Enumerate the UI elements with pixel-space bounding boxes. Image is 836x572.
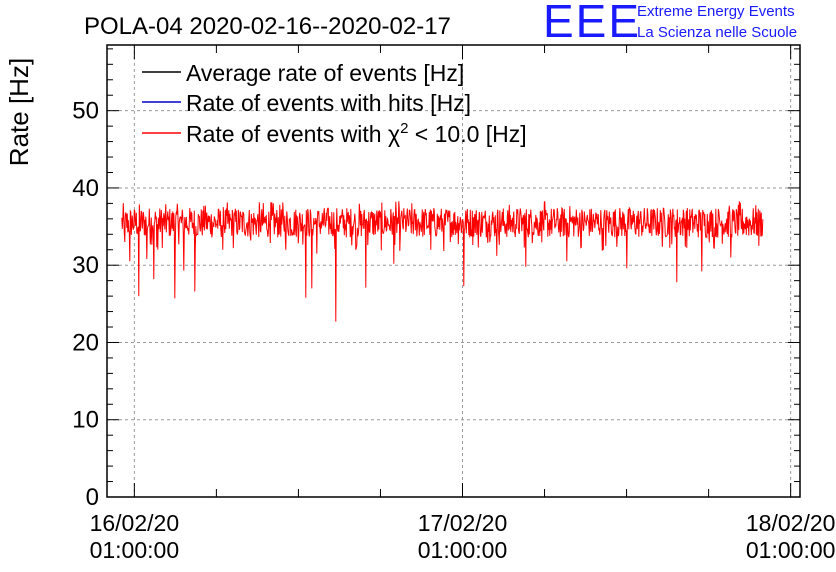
logo-line-1: Extreme Energy Events: [637, 3, 795, 20]
y-tick-label: 20: [72, 329, 99, 356]
eee-logo: EEE: [543, 0, 642, 47]
y-tick-label: 10: [72, 407, 99, 434]
series-line-chi2: [121, 201, 764, 322]
logo-line-2: La Scienza nelle Scuole: [637, 24, 798, 41]
y-tick-label: 30: [72, 252, 99, 279]
series-layer: [121, 201, 764, 322]
x-tick-label-date: 18/02/20: [746, 510, 836, 536]
y-tick-label: 50: [72, 98, 99, 125]
x-tick-label-time: 01:00:00: [746, 537, 836, 563]
grid-layer: [107, 45, 800, 497]
x-tick-label-time: 01:00:00: [418, 537, 508, 563]
y-axis-label: Rate [Hz]: [4, 58, 34, 166]
plot-frame: [106, 44, 801, 498]
x-tick-label-date: 16/02/20: [90, 510, 180, 536]
y-tick-label: 0: [86, 484, 99, 511]
legend-label: Average rate of events [Hz]: [186, 60, 464, 86]
x-tick-label-date: 17/02/20: [418, 510, 508, 536]
legend-label: Rate of events with hits [Hz]: [186, 90, 471, 116]
legend-label: Rate of events with χ2 < 10.0 [Hz]: [186, 120, 527, 147]
legend: Average rate of events [Hz] Rate of event…: [142, 60, 527, 147]
chart-title: POLA-04 2020-02-16--2020-02-17: [84, 13, 451, 40]
axes-layer: 0102030405016/02/2001:00:0017/02/2001:00…: [72, 44, 836, 563]
y-tick-label: 40: [72, 175, 99, 202]
x-tick-label-time: 01:00:00: [90, 537, 180, 563]
